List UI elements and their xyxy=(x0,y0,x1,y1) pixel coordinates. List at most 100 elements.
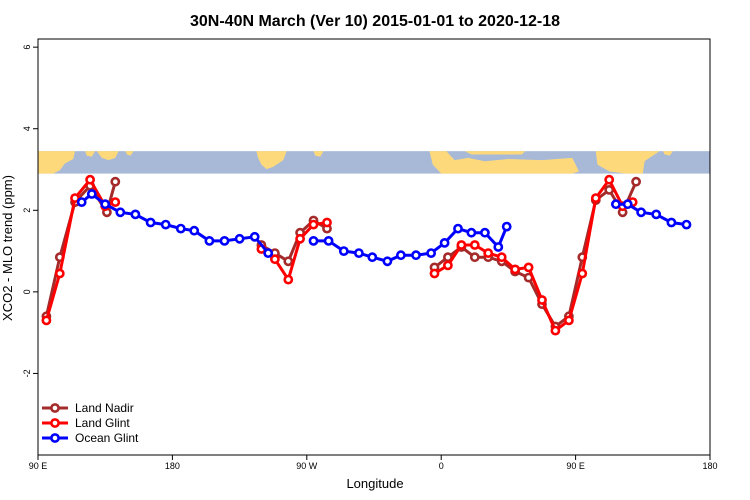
legend-item-land-nadir: Land Nadir xyxy=(42,401,134,415)
data-point-ocean-glint xyxy=(234,233,245,244)
legend-item-ocean-glint: Ocean Glint xyxy=(42,431,139,445)
data-point-ocean-glint xyxy=(439,237,450,248)
data-point-ocean-glint xyxy=(353,248,364,258)
legend-label: Land Glint xyxy=(75,416,130,430)
data-point-land-glint xyxy=(429,268,440,279)
data-point-ocean-glint xyxy=(453,223,463,234)
data-point-ocean-glint xyxy=(622,199,633,210)
data-point-ocean-glint xyxy=(189,225,200,236)
y-axis-label: XCO2 - MLO trend (ppm) xyxy=(0,175,15,321)
data-point-ocean-glint xyxy=(382,256,393,267)
data-point-ocean-glint xyxy=(636,207,646,218)
data-point-land-nadir xyxy=(110,176,121,187)
data-point-land-glint xyxy=(442,260,453,271)
data-point-ocean-glint xyxy=(426,248,436,258)
data-point-land-glint xyxy=(322,217,332,228)
series-line-land-nadir xyxy=(433,181,638,329)
data-point-land-glint xyxy=(308,219,319,230)
map-landmass xyxy=(256,151,287,170)
data-point-land-glint xyxy=(469,240,480,250)
data-point-ocean-glint xyxy=(395,250,406,261)
legend-label: Land Nadir xyxy=(75,401,134,415)
series-line-land-glint xyxy=(433,176,634,333)
data-point-ocean-glint xyxy=(666,217,677,228)
data-point-land-glint xyxy=(604,174,615,185)
data-point-ocean-glint xyxy=(501,221,512,232)
legend-item-land-glint: Land Glint xyxy=(42,416,130,430)
y-tick-label: 2 xyxy=(22,208,32,213)
y-tick-label: 4 xyxy=(22,126,32,131)
data-point-ocean-glint xyxy=(411,250,421,261)
x-tick-label: 90 W xyxy=(296,461,318,471)
legend-label: Ocean Glint xyxy=(75,431,139,445)
y-tick-label: 0 xyxy=(22,289,32,294)
data-point-land-glint xyxy=(510,264,520,275)
legend-marker xyxy=(50,403,60,413)
data-point-ocean-glint xyxy=(479,227,490,238)
data-point-ocean-glint xyxy=(493,242,504,252)
data-point-land-glint xyxy=(54,268,65,279)
data-point-land-glint xyxy=(283,274,294,285)
data-point-ocean-glint xyxy=(204,235,215,246)
data-point-ocean-glint xyxy=(175,223,186,234)
data-point-land-glint xyxy=(577,268,588,279)
data-point-ocean-glint xyxy=(115,207,126,218)
map-landmass xyxy=(85,151,96,157)
data-point-land-glint xyxy=(550,325,561,336)
data-point-land-glint xyxy=(496,252,507,263)
data-point-ocean-glint xyxy=(611,199,621,210)
data-point-ocean-glint xyxy=(338,246,349,256)
world-map-band xyxy=(38,151,710,174)
map-landmass xyxy=(464,151,526,155)
map-landmass xyxy=(125,151,134,156)
data-point-ocean-glint xyxy=(76,197,87,207)
plot-frame xyxy=(37,38,711,456)
data-point-ocean-glint xyxy=(367,252,378,263)
series-layer xyxy=(41,174,692,336)
data-point-land-glint xyxy=(110,197,121,207)
data-point-ocean-glint xyxy=(651,209,662,220)
series-land-glint xyxy=(41,174,638,336)
x-tick-label: 180 xyxy=(702,461,717,471)
x-tick-label: 180 xyxy=(165,461,180,471)
data-point-land-nadir xyxy=(283,256,294,267)
y-tick-label: -2 xyxy=(22,369,32,377)
map-landmass xyxy=(38,151,75,174)
y-tick-label: 6 xyxy=(22,45,32,50)
data-point-land-nadir xyxy=(631,176,641,187)
data-point-ocean-glint xyxy=(466,227,477,238)
legend-marker xyxy=(50,433,60,443)
data-point-land-glint xyxy=(85,174,95,185)
data-point-land-glint xyxy=(483,248,494,258)
data-point-land-glint xyxy=(590,193,601,203)
data-point-land-glint xyxy=(537,295,547,305)
map-landmass xyxy=(609,151,660,167)
map-landmass xyxy=(662,151,674,156)
data-point-land-glint xyxy=(295,233,305,244)
data-point-ocean-glint xyxy=(130,209,141,220)
data-point-ocean-glint xyxy=(681,219,692,230)
axes: 90 E 180 90 W 0 90 E 180 -2 0 2 4 6 xyxy=(22,45,718,471)
x-tick-label: 0 xyxy=(439,461,444,471)
data-point-land-glint xyxy=(456,240,467,250)
data-point-ocean-glint xyxy=(219,235,230,246)
map-landmass xyxy=(96,151,119,161)
data-point-ocean-glint xyxy=(263,248,274,258)
chart-title: 30N-40N March (Ver 10) 2015-01-01 to 202… xyxy=(190,13,560,30)
data-point-land-glint xyxy=(523,262,534,273)
data-point-ocean-glint xyxy=(100,199,111,210)
data-point-land-glint xyxy=(70,193,80,203)
x-tick-label: 90 E xyxy=(29,461,48,471)
data-point-land-glint xyxy=(269,254,280,265)
data-point-ocean-glint xyxy=(323,235,334,246)
data-point-ocean-glint xyxy=(308,235,319,246)
data-point-land-glint xyxy=(564,315,574,326)
data-point-land-nadir xyxy=(469,252,480,263)
x-axis-label: Longitude xyxy=(346,476,403,491)
data-point-ocean-glint xyxy=(86,189,97,199)
map-landmass xyxy=(313,151,324,157)
data-point-ocean-glint xyxy=(160,219,171,230)
legend-marker xyxy=(50,418,60,428)
